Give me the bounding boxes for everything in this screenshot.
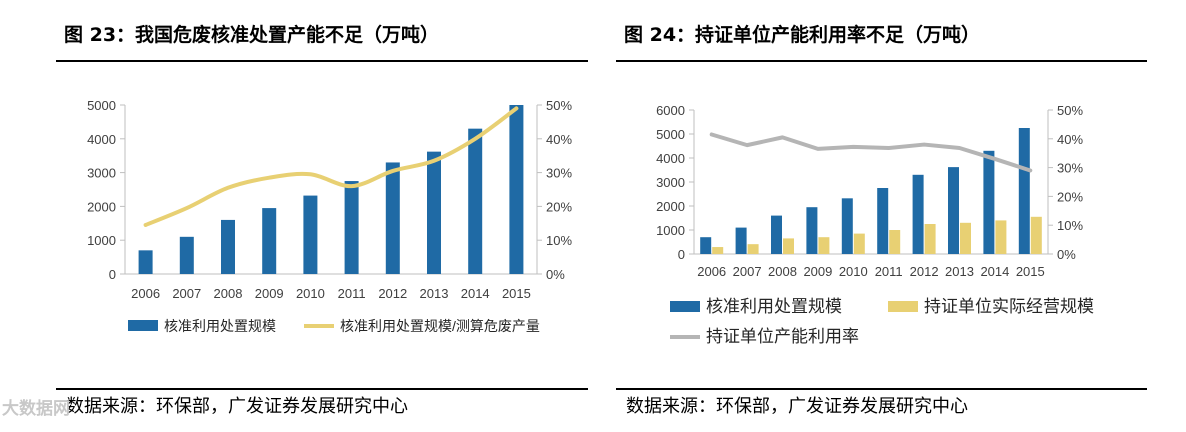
bar-primary bbox=[983, 150, 995, 254]
y-right-tick-label: 30% bbox=[546, 166, 572, 181]
legend-label: 核准利用处置规模/测算危废产量 bbox=[340, 318, 540, 334]
y-left-tick-label: 0 bbox=[109, 267, 116, 282]
bar-primary bbox=[948, 167, 959, 254]
legend-label: 持证单位产能利用率 bbox=[706, 327, 859, 346]
bar-primary bbox=[841, 198, 853, 254]
x-tick-label: 2007 bbox=[733, 264, 762, 279]
x-tick-label: 2013 bbox=[420, 286, 449, 301]
figure-24-title: 图 24：持证单位产能利用率不足（万吨） bbox=[624, 24, 981, 46]
y-left-tick-label: 2000 bbox=[87, 199, 116, 214]
legend-label: 核准利用处置规模 bbox=[164, 318, 276, 334]
x-tick-label: 2008 bbox=[768, 264, 797, 279]
y-right-tick-label: 50% bbox=[546, 98, 572, 113]
bar-secondary bbox=[783, 238, 794, 254]
bar-primary bbox=[912, 174, 924, 254]
bar-secondary bbox=[924, 224, 936, 254]
bar-primary bbox=[138, 250, 153, 274]
y-right-tick-label: 50% bbox=[1057, 103, 1083, 118]
y-right-tick-label: 0% bbox=[1057, 247, 1076, 262]
series-line bbox=[709, 132, 1033, 173]
y-right-tick-label: 10% bbox=[546, 233, 572, 248]
bar-primary bbox=[262, 208, 277, 274]
figure-23-title: 图 23：我国危废核准处置产能不足（万吨） bbox=[64, 24, 440, 46]
bar-primary bbox=[427, 151, 441, 274]
x-tick-label: 2010 bbox=[296, 286, 325, 301]
y-left-tick-label: 4000 bbox=[656, 151, 685, 166]
x-tick-label: 2011 bbox=[875, 264, 903, 279]
legend-label: 持证单位实际经营规模 bbox=[924, 297, 1094, 316]
x-tick-label: 2013 bbox=[945, 264, 974, 279]
series-line bbox=[143, 106, 519, 227]
bar-primary bbox=[877, 188, 889, 254]
y-right-tick-label: 20% bbox=[1057, 189, 1083, 204]
y-right-tick-label: 0% bbox=[546, 267, 565, 282]
watermark: 大数据网 bbox=[2, 399, 70, 419]
bar-secondary bbox=[889, 230, 901, 254]
figure-23-chart: 0 1000 2000 3000 4000 5000 0% 10% 20% 30% 40% 50% 20… bbox=[87, 98, 572, 334]
y-left-tick-label: 3000 bbox=[656, 175, 685, 190]
y-right-tick-label: 10% bbox=[1057, 218, 1083, 233]
x-tick-label: 2011 bbox=[338, 286, 366, 301]
y-left-tick-label: 1000 bbox=[87, 233, 116, 248]
bar-primary bbox=[303, 195, 318, 274]
y-left-tick-label: 4000 bbox=[87, 132, 116, 147]
bar-primary bbox=[468, 128, 483, 274]
bar-primary bbox=[771, 215, 782, 254]
bar-primary bbox=[385, 162, 400, 274]
bar-secondary bbox=[1030, 216, 1042, 254]
legend-swatch-bar bbox=[888, 301, 918, 312]
x-tick-label: 2007 bbox=[172, 286, 201, 301]
figure-23-source: 数据来源：环保部，广发证券发展研究中心 bbox=[66, 396, 408, 417]
bar-primary bbox=[179, 236, 194, 274]
bar-primary bbox=[806, 207, 818, 254]
bar-secondary bbox=[995, 220, 1007, 254]
bar-primary bbox=[509, 105, 524, 274]
bar-primary bbox=[700, 237, 712, 254]
legend-swatch-bar bbox=[128, 320, 158, 331]
x-tick-label: 2012 bbox=[910, 264, 939, 279]
x-tick-label: 2006 bbox=[697, 264, 726, 279]
figure-24-chart: 0 1000 2000 3000 4000 5000 6000 0% 10% 20% 30% 40% 5… bbox=[656, 103, 1094, 346]
x-tick-label: 2015 bbox=[502, 286, 531, 301]
figure-24-top-rule bbox=[616, 60, 1147, 62]
y-left-tick-label: 6000 bbox=[656, 103, 685, 118]
x-tick-label: 2010 bbox=[839, 264, 868, 279]
x-tick-label: 2012 bbox=[378, 286, 407, 301]
y-right-tick-label: 40% bbox=[1057, 132, 1083, 147]
y-left-tick-label: 2000 bbox=[656, 199, 685, 214]
y-right-tick-label: 30% bbox=[1057, 161, 1083, 176]
x-tick-label: 2009 bbox=[255, 286, 284, 301]
x-tick-label: 2006 bbox=[131, 286, 160, 301]
y-left-tick-label: 3000 bbox=[87, 166, 116, 181]
x-tick-label: 2008 bbox=[214, 286, 243, 301]
y-left-tick-label: 5000 bbox=[87, 98, 116, 113]
bar-primary bbox=[1018, 128, 1030, 254]
bar-secondary bbox=[712, 247, 724, 254]
bar-primary bbox=[344, 181, 359, 274]
bar-primary bbox=[735, 227, 747, 254]
bar-primary bbox=[221, 219, 235, 274]
figure-23-top-rule bbox=[56, 60, 588, 62]
x-tick-label: 2009 bbox=[803, 264, 832, 279]
x-tick-label: 2015 bbox=[1016, 264, 1045, 279]
y-left-tick-label: 0 bbox=[678, 247, 685, 262]
y-right-tick-label: 20% bbox=[546, 199, 572, 214]
figure-23-bottom-rule bbox=[56, 388, 588, 390]
legend-label: 核准利用处置规模 bbox=[706, 297, 842, 316]
y-left-tick-label: 1000 bbox=[656, 223, 685, 238]
x-tick-label: 2014 bbox=[461, 286, 490, 301]
legend-swatch-bar bbox=[670, 301, 700, 312]
y-right-tick-label: 40% bbox=[546, 132, 572, 147]
bar-secondary bbox=[818, 237, 830, 254]
bar-secondary bbox=[853, 233, 865, 254]
x-tick-label: 2014 bbox=[980, 264, 1009, 279]
bar-secondary bbox=[747, 244, 759, 254]
bar-secondary bbox=[960, 222, 971, 254]
figure-24-source: 数据来源：环保部，广发证券发展研究中心 bbox=[626, 396, 968, 417]
figure-24-bottom-rule bbox=[616, 388, 1147, 390]
y-left-tick-label: 5000 bbox=[656, 127, 685, 142]
